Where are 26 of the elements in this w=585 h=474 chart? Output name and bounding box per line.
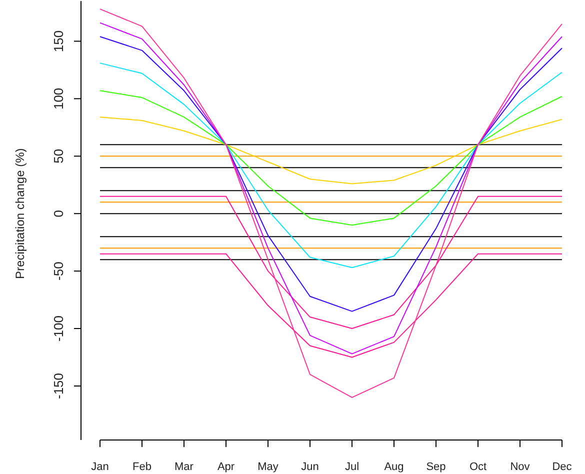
- x-tick-label: Jan: [91, 461, 109, 473]
- y-tick-label: 100: [51, 88, 66, 110]
- y-tick-label: -150: [51, 372, 66, 400]
- x-tick-label: Feb: [132, 461, 152, 473]
- x-tick-label: Jun: [301, 461, 319, 473]
- x-tick-label: Sep: [426, 461, 446, 473]
- line-series: [100, 62, 562, 268]
- x-tick-label: May: [258, 461, 279, 473]
- line-series: [100, 253, 562, 358]
- y-tick-label: 0: [51, 210, 66, 218]
- x-tick-label: Dec: [552, 461, 572, 473]
- x-tick-label: Nov: [510, 461, 530, 473]
- y-tick-label: -100: [51, 316, 66, 342]
- line-series: [100, 36, 562, 312]
- line-series: [100, 90, 562, 226]
- line-series: [100, 116, 562, 184]
- x-tick-label: Mar: [174, 461, 194, 473]
- x-tick-label: Oct: [469, 461, 487, 473]
- y-tick-label: 50: [51, 148, 66, 164]
- x-tick-label: Apr: [217, 461, 235, 473]
- y-tick-label: 150: [51, 30, 66, 52]
- x-tick-label: Jul: [344, 461, 360, 473]
- y-axis-title: Precipitation change (%): [13, 148, 27, 279]
- x-tick-label: Aug: [384, 461, 404, 473]
- y-tick-label: -50: [51, 262, 66, 280]
- line-series: [100, 196, 562, 330]
